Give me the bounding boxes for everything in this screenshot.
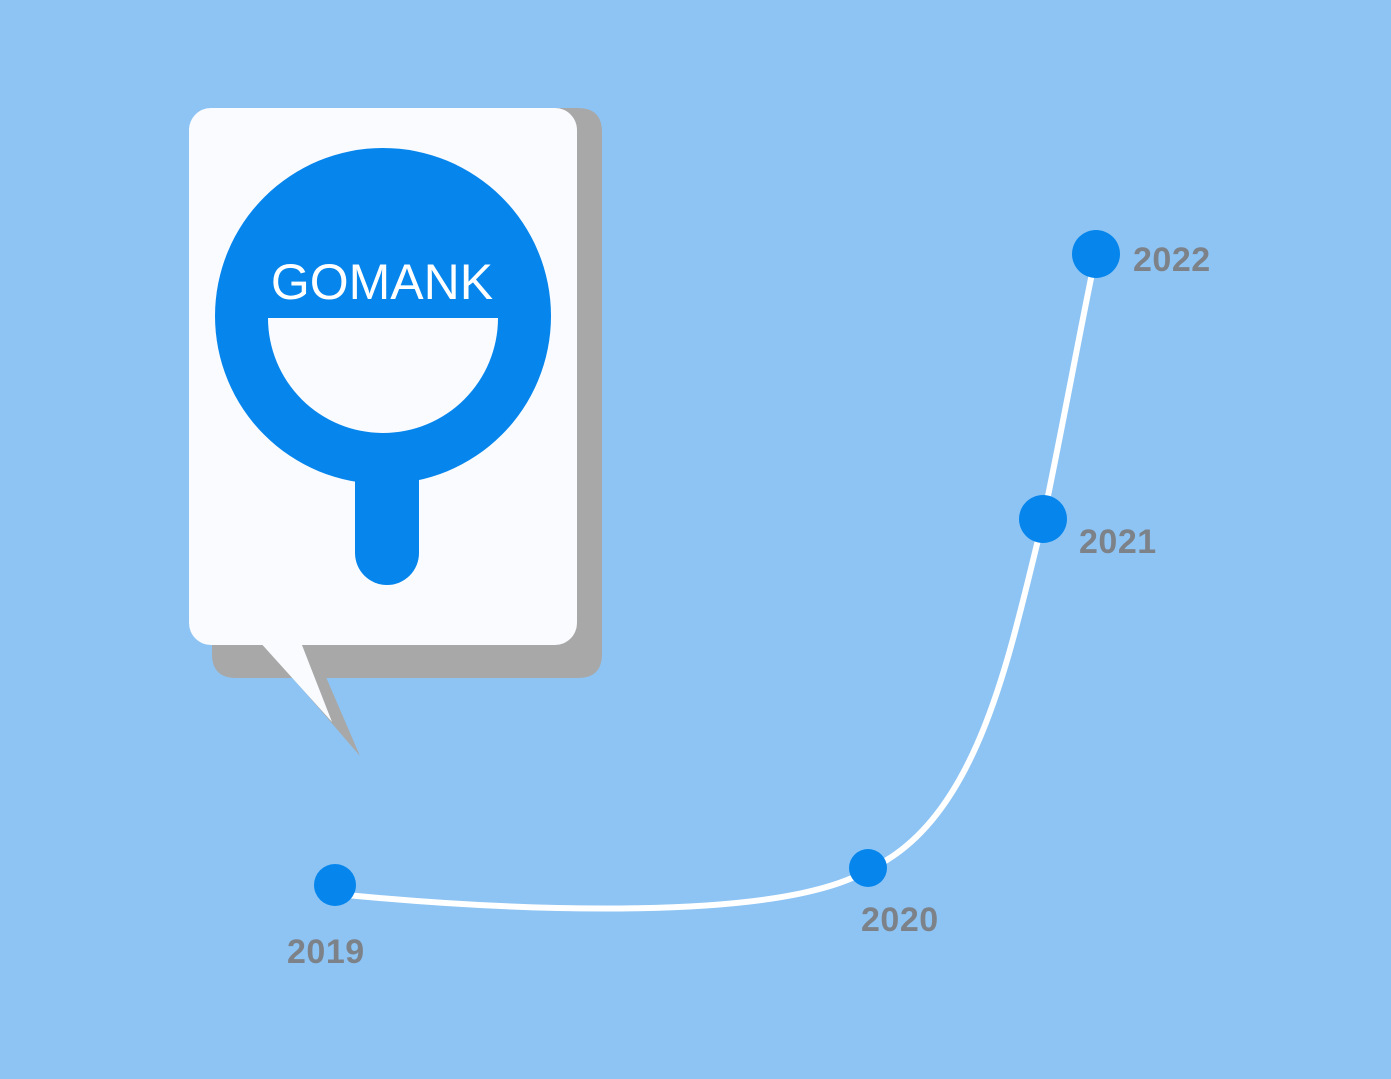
- milestone-label-2021: 2021: [1079, 523, 1157, 561]
- magnifier-lens: [215, 148, 551, 484]
- milestone-dot-2020: [849, 849, 887, 887]
- magnifier-smile: [268, 318, 498, 433]
- milestone-label-2020: 2020: [861, 901, 939, 939]
- brand-name: GOMANK: [271, 254, 493, 310]
- milestone-label-2019: 2019: [287, 933, 365, 971]
- timeline-line: [333, 251, 1099, 912]
- milestone-dot-2019: [314, 864, 356, 906]
- magnifier-face-icon: GOMANK: [215, 148, 551, 585]
- milestone-label-2022: 2022: [1133, 241, 1211, 279]
- milestone-dot-2022: [1072, 230, 1120, 278]
- milestone-dot-2021: [1019, 495, 1067, 543]
- speech-tail: [258, 640, 332, 722]
